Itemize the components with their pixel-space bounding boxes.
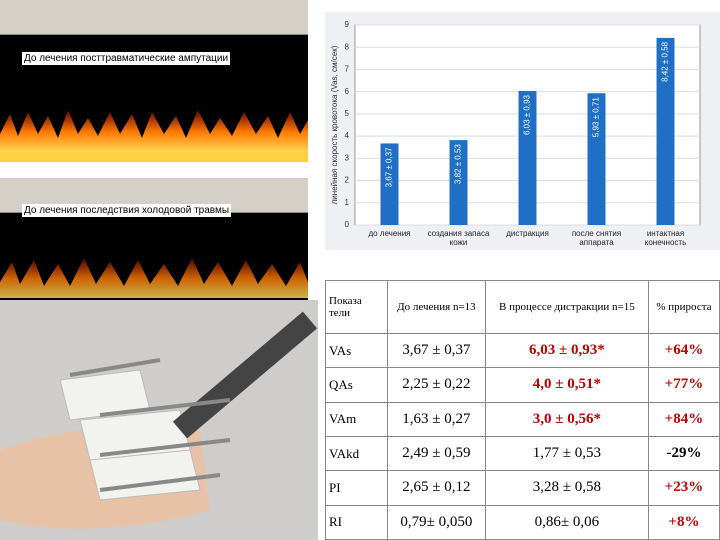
data-table: Показа тели До лечения n=13 В процессе дис… xyxy=(325,280,720,540)
cell: PI xyxy=(325,470,388,506)
table-row: RI 0,79± 0,050 0,86± 0,06 +8% xyxy=(325,504,720,540)
cell: VAm xyxy=(325,401,388,437)
cell: 4,0 ± 0,51* xyxy=(484,367,649,403)
cell: 1,63 ± 0,27 xyxy=(387,401,486,437)
y-tick-label: 3 xyxy=(345,153,350,162)
caption: До лечения последствия холодовой травмы xyxy=(22,204,232,217)
cell: -29% xyxy=(647,435,720,472)
x-tick-label: до лечения xyxy=(368,229,411,238)
y-tick-label: 4 xyxy=(345,131,350,140)
y-tick-label: 9 xyxy=(345,20,350,29)
table-row: PI 2,65 ± 0,12 3,28 ± 0,58 +23% xyxy=(325,470,720,506)
cell: +8% xyxy=(647,504,720,540)
value-label: 3,82 ± 0,53 xyxy=(454,144,463,185)
value-label: 6,03 ± 0,93 xyxy=(523,94,532,135)
cell: 6,03 ± 0,93* xyxy=(484,332,649,369)
bar xyxy=(656,37,675,226)
y-tick-label: 6 xyxy=(345,87,350,96)
x-tick-label: интактная конечность xyxy=(644,229,687,247)
cell: Показа тели xyxy=(325,280,388,334)
cell: VAs xyxy=(325,332,388,369)
bar xyxy=(587,93,606,225)
value-label: 3,67 ± 0,37 xyxy=(385,147,394,188)
cell: 2,49 ± 0,59 xyxy=(387,435,486,472)
y-tick-label: 2 xyxy=(345,176,350,185)
y-axis-title: линейная скорость кровотока (Vas, см/сек… xyxy=(330,45,339,204)
y-tick-label: 5 xyxy=(345,109,350,118)
doppler-screen: До лечения последствия холодовой травмы xyxy=(0,178,308,300)
chart-panel: линейная скорость кровотока (Vas, см/сек… xyxy=(325,12,720,250)
cell: 3,28 ± 0,58 xyxy=(484,470,649,506)
spectrum xyxy=(0,110,308,162)
table-row: VAkd 2,49 ± 0,59 1,77 ± 0,53 -29% xyxy=(325,435,720,472)
cell: +84% xyxy=(647,401,720,437)
x-tick-label: дистракция xyxy=(506,229,549,238)
bar xyxy=(518,91,537,225)
photo xyxy=(0,300,318,540)
table-row: VAm 1,63 ± 0,27 3,0 ± 0,56* +84% xyxy=(325,401,720,437)
cell: +77% xyxy=(647,367,720,403)
cell: +64% xyxy=(647,332,720,369)
chart: линейная скорость кровотока (Vas, см/сек… xyxy=(330,20,701,229)
cell: 0,86± 0,06 xyxy=(484,504,649,540)
header-row: Показа тели До лечения n=13 В процессе дис… xyxy=(325,280,720,334)
spectrum xyxy=(0,258,308,298)
cell: 1,77 ± 0,53 xyxy=(484,435,649,472)
bar xyxy=(380,143,399,225)
cell: +23% xyxy=(647,470,720,506)
cell: 3,0 ± 0,56* xyxy=(484,401,649,437)
toolbar xyxy=(0,0,308,35)
cell: 3,67 ± 0,37 xyxy=(387,332,486,369)
cell: RI xyxy=(325,504,388,540)
cell: QAs xyxy=(325,367,388,403)
cell: 2,65 ± 0,12 xyxy=(387,470,486,506)
cell: В процессе дистракции n=15 xyxy=(484,280,649,334)
y-tick-label: 0 xyxy=(345,220,350,229)
doppler-screen: До лечения посттравматические ампутации xyxy=(0,0,308,162)
cell: До лечения n=13 xyxy=(387,280,486,334)
cell: 0,79± 0,050 xyxy=(387,504,486,540)
table-row: QAs 2,25 ± 0,22 4,0 ± 0,51* +77% xyxy=(325,367,720,403)
table-row: VAs 3,67 ± 0,37 6,03 ± 0,93* +64% xyxy=(325,332,720,369)
caption: До лечения посттравматические ампутации xyxy=(22,52,231,65)
y-tick-label: 8 xyxy=(345,42,350,51)
y-tick-label: 1 xyxy=(345,198,350,207)
value-label: 8,42 ± 0,58 xyxy=(661,41,670,82)
photo-drawing xyxy=(0,300,318,540)
y-tick-label: 7 xyxy=(345,65,350,74)
cell: VAkd xyxy=(325,435,388,472)
x-tick-label: создания запаса кожи xyxy=(427,229,490,247)
x-tick-label: после снятия аппарата xyxy=(571,229,622,247)
value-label: 5,93 ± 0,71 xyxy=(592,97,601,138)
bar xyxy=(449,140,468,225)
cell: 2,25 ± 0,22 xyxy=(387,367,486,403)
cell: % прироста xyxy=(647,280,720,334)
